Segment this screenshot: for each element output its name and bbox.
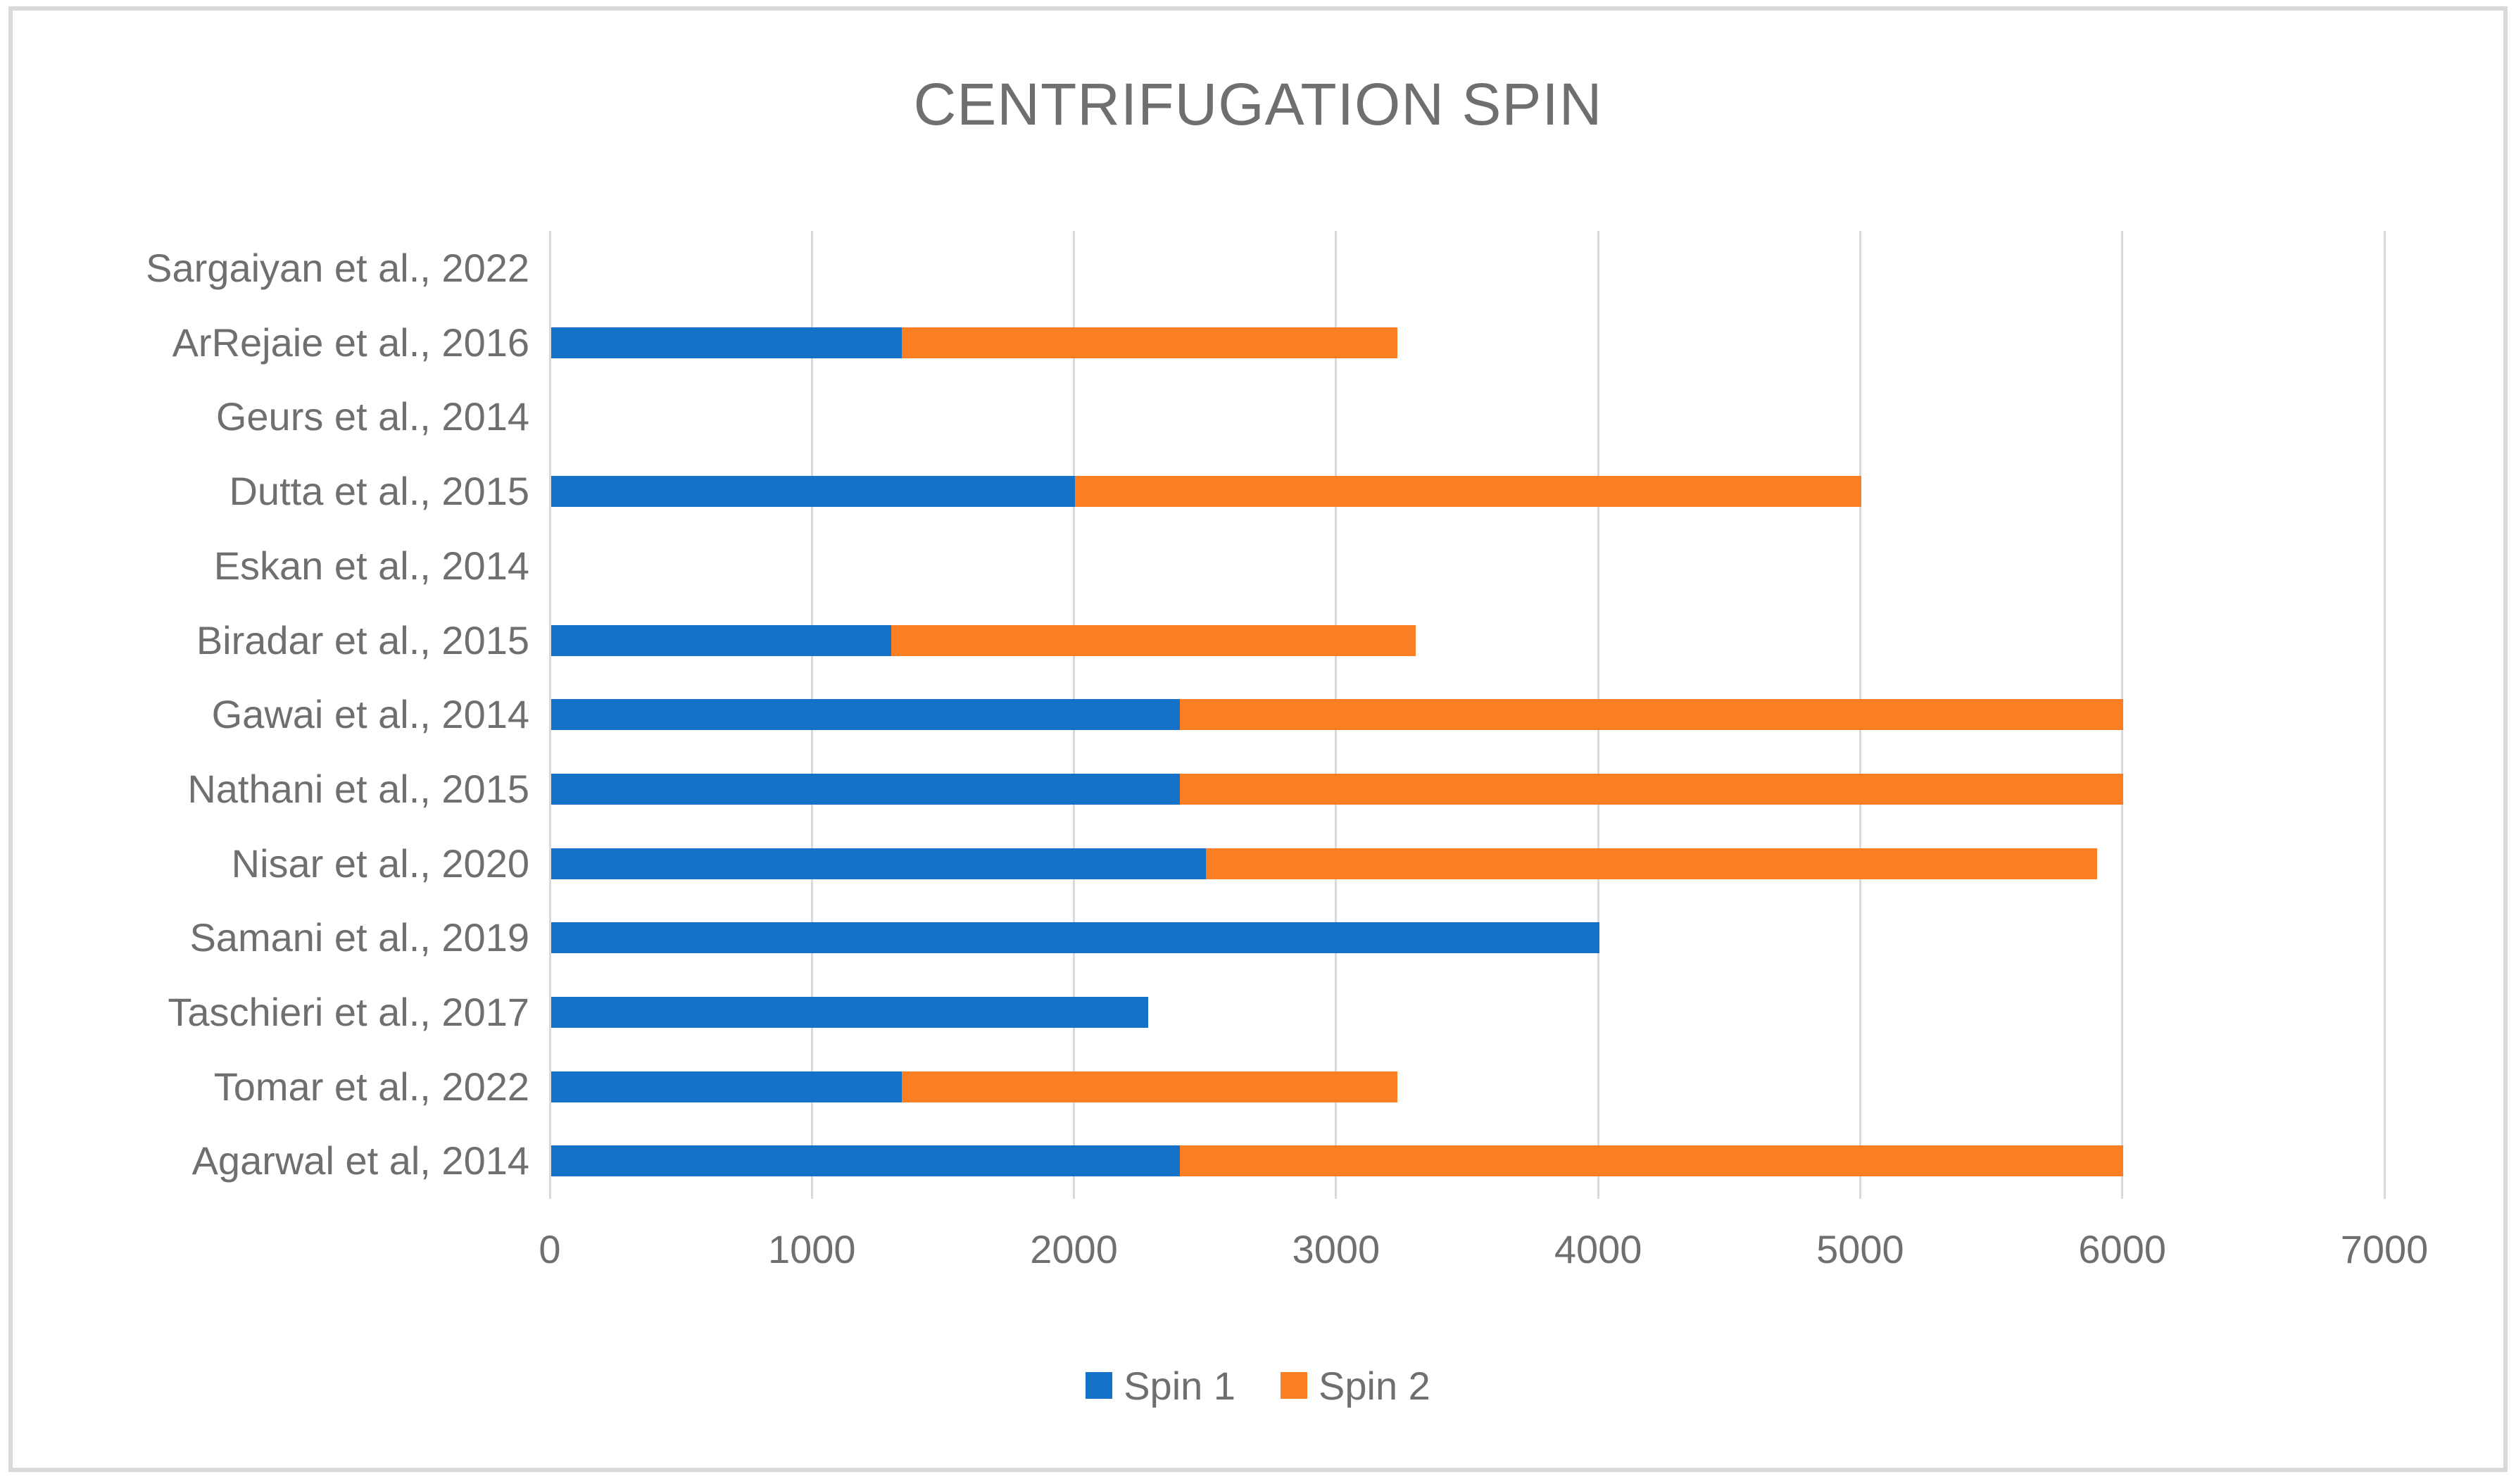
y-category-label: Agarwal et al, 2014 xyxy=(191,1138,529,1183)
y-category-label: Nisar et al., 2020 xyxy=(231,841,529,886)
bar-segment-spin-2 xyxy=(902,1071,1397,1102)
bar-segment-spin-1 xyxy=(551,624,892,656)
legend-swatch-icon xyxy=(1086,1372,1113,1399)
y-category-label: Sargaiyan et al., 2022 xyxy=(146,246,529,290)
x-tick-label: 7000 xyxy=(2340,1227,2429,1271)
legend-label: Spin 2 xyxy=(1319,1363,1430,1408)
x-tick-label: 1000 xyxy=(767,1227,856,1271)
x-tick-label: 5000 xyxy=(1816,1227,1904,1271)
x-tick-label: 3000 xyxy=(1292,1227,1380,1271)
legend-item-spin-2: Spin 2 xyxy=(1281,1363,1430,1409)
y-category-label: Tomar et al., 2022 xyxy=(213,1064,529,1109)
bar-segment-spin-1 xyxy=(551,1145,1180,1177)
bar-segment-spin-2 xyxy=(1179,699,2124,731)
bar-segment-spin-1 xyxy=(551,476,1076,508)
legend: Spin 1 Spin 2 xyxy=(0,1357,2516,1414)
x-tick-label: 0 xyxy=(539,1227,561,1271)
bar-segment-spin-2 xyxy=(1206,848,2097,879)
y-category-label: Samani et al., 2019 xyxy=(189,915,529,960)
y-category-label: Gawai et al., 2014 xyxy=(211,692,529,737)
y-category-label: Nathani et al., 2015 xyxy=(187,766,529,811)
bar-segment-spin-1 xyxy=(551,848,1207,879)
bar-segment-spin-1 xyxy=(551,922,1599,954)
y-category-label: Dutta et al., 2015 xyxy=(229,469,529,514)
bar-segment-spin-2 xyxy=(902,327,1397,358)
chart-title: CENTRIFUGATION SPIN xyxy=(913,71,1603,137)
x-tick-label: 6000 xyxy=(2078,1227,2166,1271)
chart-frame xyxy=(8,6,2508,1472)
bar-segment-spin-1 xyxy=(551,773,1180,805)
y-category-label: Biradar et al., 2015 xyxy=(196,617,529,662)
legend-swatch-icon xyxy=(1281,1372,1307,1399)
bar-segment-spin-1 xyxy=(551,1071,902,1102)
y-category-label: ArRejaie et al., 2016 xyxy=(172,320,529,365)
bar-segment-spin-2 xyxy=(1075,476,1861,508)
x-tick-label: 4000 xyxy=(1554,1227,1642,1271)
x-tick-label: 2000 xyxy=(1030,1227,1118,1271)
bar-segment-spin-1 xyxy=(551,699,1180,731)
bar-segment-spin-2 xyxy=(891,624,1416,656)
y-category-label: Eskan et al., 2014 xyxy=(213,543,529,588)
bar-segment-spin-2 xyxy=(1179,1145,2124,1177)
y-category-label: Geurs et al., 2014 xyxy=(215,394,529,439)
gridline-x-7000 xyxy=(2383,231,2386,1199)
y-category-label: Taschieri et al., 2017 xyxy=(168,990,529,1034)
legend-item-spin-1: Spin 1 xyxy=(1086,1363,1235,1409)
gridline-x-0 xyxy=(548,231,551,1199)
legend-label: Spin 1 xyxy=(1124,1363,1235,1408)
bar-segment-spin-1 xyxy=(551,327,902,358)
bar-segment-spin-1 xyxy=(551,997,1149,1028)
bar-segment-spin-2 xyxy=(1179,773,2124,805)
